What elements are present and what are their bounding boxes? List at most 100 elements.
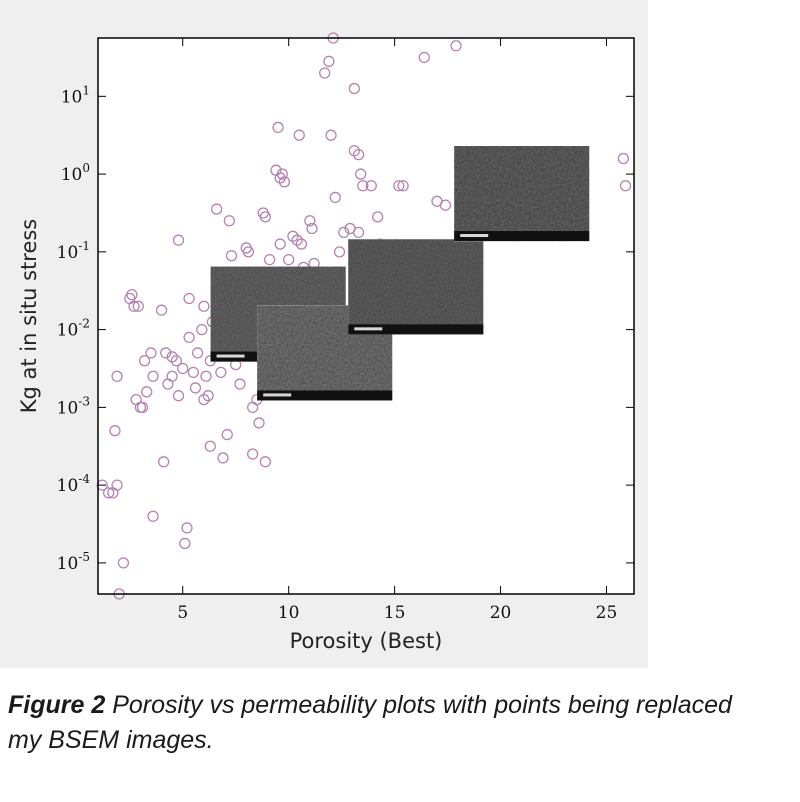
scatter-point: [306, 222, 318, 235]
scatter-point: [191, 347, 204, 359]
scatter-point: [170, 355, 183, 367]
x-tick-label: 5: [177, 603, 188, 623]
scatter-point: [283, 253, 295, 266]
scatter-point: [147, 510, 159, 522]
scatter-point: [96, 479, 108, 491]
bsem-image-overlays: [210, 146, 590, 401]
figure-caption: Figure 2 Porosity vs permeability plots …: [8, 688, 768, 758]
scatter-point: [136, 401, 149, 414]
y-tick-label: 10-5: [57, 550, 90, 574]
scatter-point: [109, 425, 121, 437]
scatter-point: [338, 226, 350, 239]
scatter-point: [278, 176, 291, 188]
x-tick-label: 20: [490, 603, 512, 623]
scatter-point: [183, 292, 195, 305]
scatter-point: [276, 168, 288, 180]
scatter-point: [183, 331, 195, 344]
scatter-point: [365, 180, 377, 192]
scatter-point: [304, 215, 316, 227]
scatter-point: [147, 370, 159, 382]
scatter-point: [263, 253, 276, 266]
caption-label: Figure 2: [8, 691, 106, 719]
scatter-point: [439, 199, 452, 211]
scatter-point: [617, 152, 630, 165]
y-tick-label: 10-3: [57, 394, 90, 418]
scatter-point: [259, 211, 272, 223]
scatter-point: [352, 226, 365, 239]
scatter-point: [204, 440, 216, 452]
scatter-point: [162, 378, 174, 390]
scatter-point: [141, 386, 153, 398]
x-axis-title: Porosity (Best): [290, 629, 443, 653]
bsem-image: [348, 239, 484, 335]
scatter-point: [325, 129, 337, 141]
scatter-point: [215, 366, 227, 379]
plot-frame: [97, 37, 635, 595]
scatter-point: [196, 323, 208, 336]
scatter-point: [179, 537, 191, 550]
scatter-point: [181, 522, 193, 534]
scatter-point: [221, 428, 233, 441]
scatter-point: [418, 51, 430, 64]
scatter-point: [200, 370, 212, 382]
scatter-point: [355, 168, 367, 180]
figure-panel: 5 10 15 20 25 101 100 10-1 10-2 10-3 10-4 10-5 Poro…: [0, 0, 648, 668]
scatter-point: [138, 355, 151, 367]
scatter-point: [323, 55, 335, 67]
scatter-point: [126, 288, 138, 301]
y-axis-title: Kg at in situ stress: [17, 219, 41, 414]
scatter-point: [117, 557, 130, 569]
scatter-point: [352, 148, 365, 161]
scatter-point: [198, 393, 210, 406]
scatter-point: [217, 452, 229, 464]
scatter-point: [187, 366, 199, 379]
scatter-point: [198, 300, 210, 312]
scatter-point: [272, 121, 284, 134]
scatter-point: [393, 180, 405, 192]
scatter-point: [333, 246, 346, 258]
scatter-point: [242, 246, 255, 258]
scatter-point: [158, 456, 170, 468]
axis-ticks: 5 10 15 20 25 101 100 10-1 10-2 10-3 10-4 10-5: [57, 38, 634, 623]
scatter-point: [132, 300, 144, 312]
scatter-point: [225, 250, 238, 262]
scatter-point: [111, 479, 123, 491]
scatter-point: [155, 304, 168, 316]
scatter-point: [172, 390, 185, 402]
chart: 5 10 15 20 25 101 100 10-1 10-2 10-3 10-4 10-5 Poro…: [17, 32, 635, 653]
scatter-point: [111, 370, 123, 382]
scatter-point: [145, 347, 157, 359]
y-tick-label: 100: [61, 161, 90, 185]
scatter-point: [450, 40, 462, 52]
y-tick-label: 101: [61, 83, 90, 107]
y-tick-label: 10-4: [57, 472, 91, 496]
scatter-point: [223, 215, 236, 227]
scatter-point: [172, 234, 185, 246]
scatter-point: [329, 191, 341, 204]
scatter-point: [293, 129, 305, 141]
scatter-point: [348, 82, 360, 95]
scatter-point: [160, 347, 172, 359]
bsem-image: [454, 146, 590, 242]
scatter-point: [274, 238, 286, 250]
scatter-point: [189, 382, 202, 394]
scatter-point: [128, 300, 140, 312]
x-tick-label: 10: [278, 603, 300, 623]
scatter-point: [295, 238, 308, 250]
scatter-point: [177, 362, 189, 375]
scatter-point: [102, 487, 115, 499]
scatter-point: [259, 456, 272, 468]
caption-text: Porosity vs permeability plots with poin…: [8, 691, 732, 754]
y-tick-label: 10-2: [57, 317, 90, 341]
scatter-point: [372, 211, 384, 223]
y-tick-label: 10-1: [57, 239, 90, 263]
scatter-point: [210, 203, 223, 215]
x-tick-label: 15: [384, 603, 406, 623]
scatter-point: [319, 67, 331, 79]
scatter-point: [397, 180, 409, 192]
scatter-point: [234, 378, 246, 390]
scatter-point: [253, 417, 265, 429]
scatter-point: [357, 180, 369, 192]
scatter-point: [619, 180, 632, 192]
scatter-point: [247, 448, 259, 460]
